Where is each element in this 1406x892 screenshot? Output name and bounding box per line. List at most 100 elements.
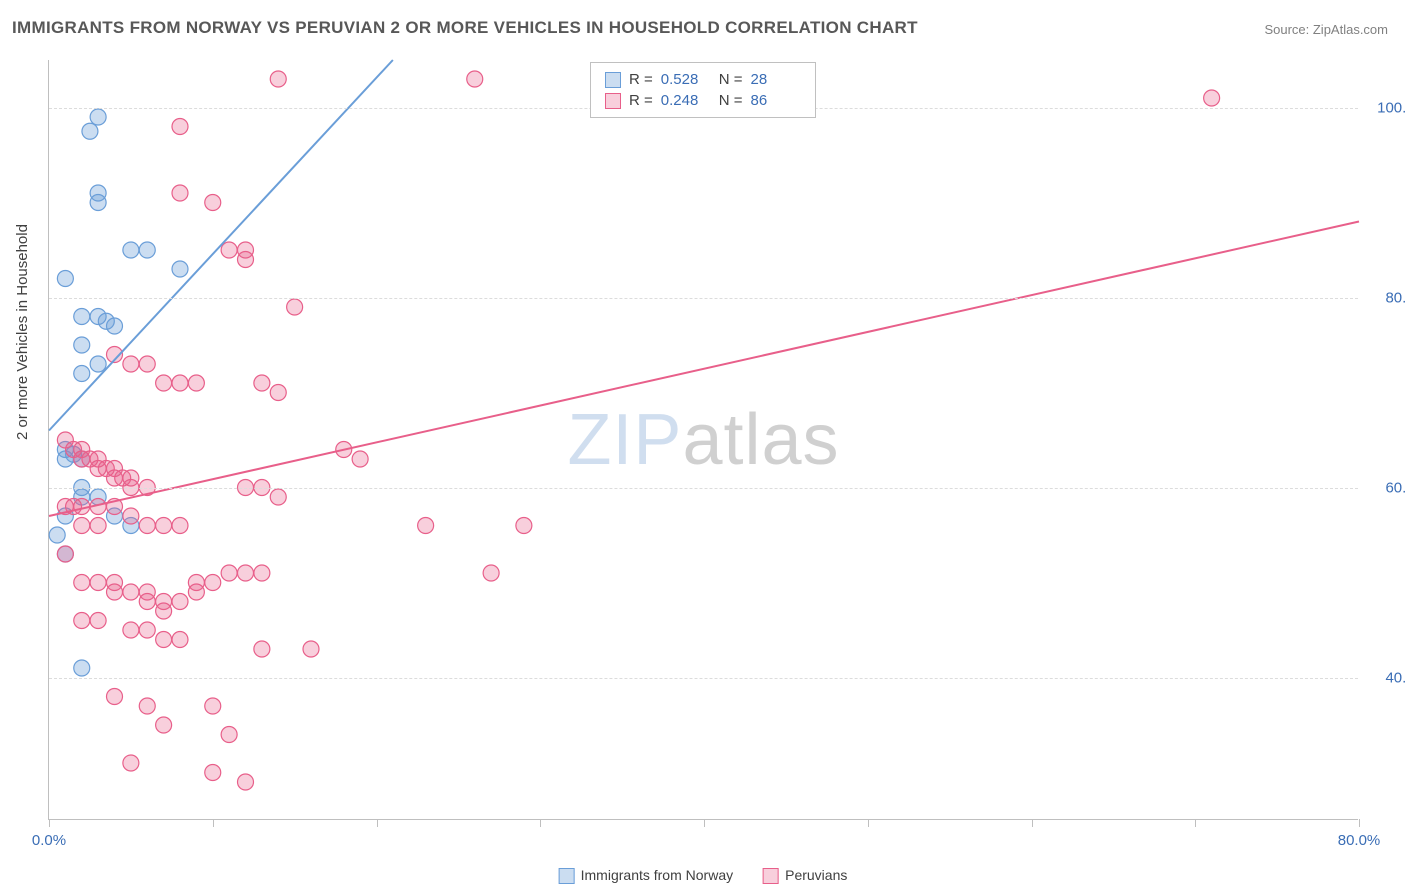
scatter-point	[74, 613, 90, 629]
legend-item-norway: Immigrants from Norway	[559, 867, 733, 884]
scatter-point	[254, 565, 270, 581]
x-tick	[540, 819, 541, 827]
scatter-point	[156, 717, 172, 733]
scatter-point	[238, 252, 254, 268]
source-attribution: Source: ZipAtlas.com	[1264, 22, 1388, 37]
scatter-point	[90, 613, 106, 629]
scatter-point	[74, 309, 90, 325]
scatter-point	[156, 632, 172, 648]
scatter-point	[139, 698, 155, 714]
y-tick-label: 60.0%	[1368, 479, 1406, 496]
gridline	[49, 298, 1358, 299]
y-tick-label: 100.0%	[1368, 99, 1406, 116]
y-tick-label: 80.0%	[1368, 289, 1406, 306]
scatter-point	[74, 337, 90, 353]
source-link[interactable]: ZipAtlas.com	[1313, 22, 1388, 37]
n-value-peruvian: 86	[751, 92, 801, 109]
scatter-point	[123, 508, 139, 524]
scatter-point	[82, 123, 98, 139]
scatter-point	[238, 774, 254, 790]
legend-swatch-norway	[605, 72, 621, 88]
scatter-point	[172, 119, 188, 135]
scatter-point	[90, 109, 106, 125]
scatter-point	[74, 575, 90, 591]
x-tick	[1195, 819, 1196, 827]
scatter-point	[205, 765, 221, 781]
r-value-norway: 0.528	[661, 71, 711, 88]
scatter-point	[57, 546, 73, 562]
y-tick-label: 40.0%	[1368, 669, 1406, 686]
r-label: R =	[629, 71, 653, 88]
x-tick	[49, 819, 50, 827]
scatter-point	[139, 518, 155, 534]
r-label: R =	[629, 92, 653, 109]
scatter-point	[172, 632, 188, 648]
scatter-point	[172, 518, 188, 534]
scatter-point	[172, 261, 188, 277]
scatter-point	[123, 242, 139, 258]
scatter-point	[254, 641, 270, 657]
scatter-point	[123, 622, 139, 638]
n-label: N =	[719, 71, 743, 88]
scatter-point	[139, 594, 155, 610]
scatter-point	[107, 318, 123, 334]
scatter-point	[221, 242, 237, 258]
scatter-point	[156, 603, 172, 619]
x-tick	[1359, 819, 1360, 827]
legend-swatch-icon	[559, 868, 575, 884]
scatter-point	[139, 622, 155, 638]
legend-label: Immigrants from Norway	[581, 867, 733, 883]
scatter-point	[90, 195, 106, 211]
x-tick	[377, 819, 378, 827]
scatter-point	[352, 451, 368, 467]
scatter-point	[172, 375, 188, 391]
scatter-point	[123, 584, 139, 600]
scatter-point	[139, 356, 155, 372]
stats-legend: R = 0.528 N = 28 R = 0.248 N = 86	[590, 62, 816, 118]
scatter-point	[90, 518, 106, 534]
scatter-point	[287, 299, 303, 315]
scatter-point	[254, 375, 270, 391]
y-axis-label: 2 or more Vehicles in Household	[14, 224, 31, 440]
scatter-point	[303, 641, 319, 657]
gridline	[49, 488, 1358, 489]
source-label: Source:	[1264, 22, 1312, 37]
n-label: N =	[719, 92, 743, 109]
scatter-point	[270, 71, 286, 87]
scatter-point	[156, 375, 172, 391]
scatter-point	[172, 185, 188, 201]
scatter-point	[49, 527, 65, 543]
scatter-point	[1204, 90, 1220, 106]
scatter-point	[90, 575, 106, 591]
scatter-point	[418, 518, 434, 534]
scatter-point	[74, 366, 90, 382]
scatter-point	[123, 356, 139, 372]
stats-legend-row: R = 0.528 N = 28	[605, 69, 801, 90]
x-tick-label: 80.0%	[1338, 832, 1381, 849]
n-value-norway: 28	[751, 71, 801, 88]
scatter-point	[205, 698, 221, 714]
scatter-point	[238, 565, 254, 581]
scatter-point	[270, 489, 286, 505]
scatter-point	[188, 375, 204, 391]
scatter-point	[90, 356, 106, 372]
chart-plot-area: ZIPatlas 40.0%60.0%80.0%100.0%0.0%80.0%	[48, 60, 1358, 820]
legend-label: Peruvians	[785, 867, 847, 883]
x-tick	[1032, 819, 1033, 827]
scatter-point	[107, 584, 123, 600]
scatter-point	[74, 518, 90, 534]
scatter-point	[156, 518, 172, 534]
scatter-point	[270, 385, 286, 401]
x-tick	[704, 819, 705, 827]
r-value-peruvian: 0.248	[661, 92, 711, 109]
scatter-point	[467, 71, 483, 87]
scatter-point	[205, 195, 221, 211]
scatter-point	[172, 594, 188, 610]
chart-title: IMMIGRANTS FROM NORWAY VS PERUVIAN 2 OR …	[12, 18, 918, 38]
scatter-point	[205, 575, 221, 591]
scatter-point	[57, 271, 73, 287]
x-tick	[868, 819, 869, 827]
scatter-point	[516, 518, 532, 534]
scatter-point	[74, 660, 90, 676]
legend-item-peruvian: Peruvians	[763, 867, 847, 884]
